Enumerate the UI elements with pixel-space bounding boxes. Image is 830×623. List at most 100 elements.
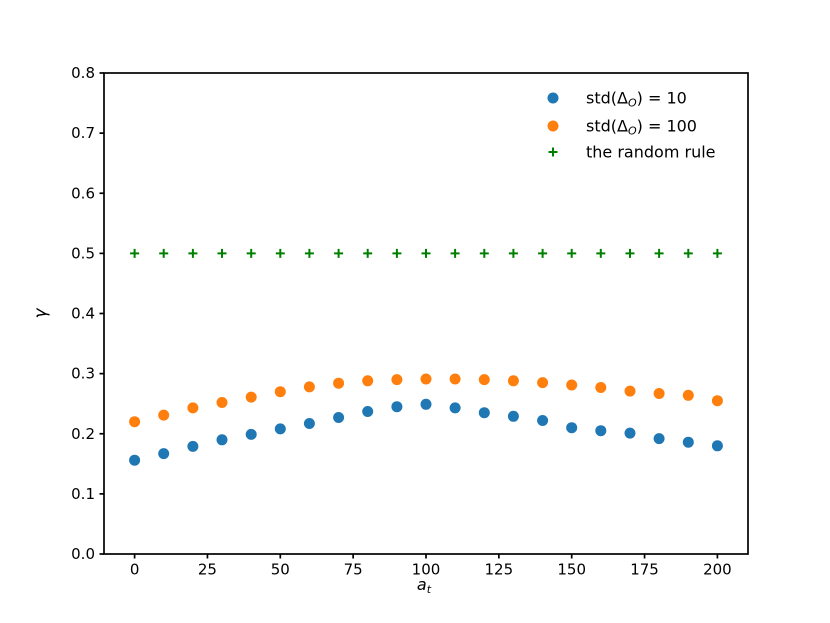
data-point bbox=[537, 415, 549, 426]
y-tick-label: 0.1 bbox=[71, 485, 95, 503]
x-axis: 0 25 50 75 100 125 150 175 200 bbox=[130, 554, 732, 579]
data-point-plus bbox=[130, 248, 140, 258]
data-point bbox=[216, 434, 228, 446]
data-point bbox=[187, 402, 199, 414]
data-point bbox=[507, 410, 519, 422]
x-tick-label: 0 bbox=[130, 561, 140, 579]
data-point-plus bbox=[392, 248, 402, 258]
data-point-plus bbox=[334, 248, 344, 258]
data-point bbox=[274, 386, 286, 398]
y-tick-label: 0.2 bbox=[71, 425, 95, 443]
data-point bbox=[449, 402, 461, 414]
data-point-plus bbox=[246, 248, 256, 258]
data-point bbox=[391, 401, 403, 413]
data-point bbox=[624, 427, 636, 439]
legend-entry: std(ΔO) = 10 bbox=[547, 89, 687, 110]
data-point bbox=[333, 412, 345, 423]
y-tick-label: 0.4 bbox=[71, 305, 95, 323]
data-point bbox=[624, 385, 636, 397]
data-point bbox=[303, 418, 315, 429]
data-point-plus bbox=[712, 248, 722, 258]
y-tick-label: 0.5 bbox=[71, 244, 95, 262]
data-point-plus bbox=[450, 248, 460, 258]
data-point bbox=[566, 422, 578, 434]
data-point-plus bbox=[654, 248, 664, 258]
data-point bbox=[595, 425, 607, 437]
data-point bbox=[187, 440, 199, 452]
data-point-plus bbox=[683, 248, 693, 258]
data-point bbox=[537, 377, 549, 389]
data-point bbox=[711, 395, 723, 407]
data-point-plus bbox=[625, 248, 635, 258]
y-tick-label: 0.8 bbox=[71, 64, 95, 82]
legend: std(ΔO) = 10 std(ΔO) = 100 the random rule bbox=[547, 89, 716, 162]
data-point bbox=[566, 379, 578, 391]
data-point-plus bbox=[363, 248, 373, 258]
data-point bbox=[391, 374, 403, 386]
data-point bbox=[129, 454, 141, 466]
data-point bbox=[129, 416, 141, 428]
data-point-plus bbox=[275, 248, 285, 258]
series-2 bbox=[129, 373, 723, 428]
data-point bbox=[274, 423, 286, 435]
data-point bbox=[362, 375, 374, 387]
x-tick-label: 75 bbox=[344, 561, 363, 579]
data-point-plus bbox=[508, 248, 518, 258]
series-3 bbox=[130, 248, 722, 258]
data-point-plus bbox=[304, 248, 314, 258]
legend-marker bbox=[547, 92, 559, 104]
data-point-plus bbox=[421, 248, 431, 258]
legend-label: std(ΔO) = 100 bbox=[586, 117, 697, 138]
data-point bbox=[158, 448, 170, 460]
data-point-plus bbox=[596, 248, 606, 258]
x-tick-label: 100 bbox=[412, 561, 441, 579]
x-tick-label: 125 bbox=[485, 561, 514, 579]
y-tick-label: 0.6 bbox=[71, 184, 95, 202]
data-point-plus bbox=[217, 248, 227, 258]
x-tick-label: 200 bbox=[703, 561, 732, 579]
data-point bbox=[653, 388, 665, 399]
x-tick-label: 150 bbox=[557, 561, 586, 579]
data-point bbox=[216, 397, 228, 408]
y-tick-label: 0.0 bbox=[71, 545, 95, 563]
legend-marker bbox=[547, 120, 559, 132]
data-point bbox=[478, 407, 490, 419]
y-axis-label: γ bbox=[31, 308, 51, 319]
data-point-plus bbox=[479, 248, 489, 258]
x-tick-label: 50 bbox=[271, 561, 290, 579]
y-tick-label: 0.3 bbox=[71, 365, 95, 383]
legend-label: std(ΔO) = 10 bbox=[586, 89, 687, 110]
x-axis-label: at bbox=[417, 575, 432, 596]
data-point bbox=[478, 374, 490, 386]
legend-label: the random rule bbox=[586, 143, 716, 162]
x-tick-label: 25 bbox=[198, 561, 217, 579]
data-point bbox=[333, 377, 345, 389]
data-point bbox=[595, 382, 607, 393]
legend-entry: the random rule bbox=[548, 143, 716, 162]
data-point-plus bbox=[538, 248, 548, 258]
data-point bbox=[711, 440, 723, 452]
legend-entry: std(ΔO) = 100 bbox=[547, 117, 697, 138]
series-1 bbox=[129, 398, 723, 466]
data-point bbox=[420, 373, 432, 385]
data-point bbox=[303, 381, 315, 393]
data-point bbox=[158, 409, 170, 421]
data-point bbox=[362, 406, 374, 417]
data-point-plus bbox=[567, 248, 577, 258]
data-point-plus bbox=[188, 248, 198, 258]
data-point-plus bbox=[159, 248, 169, 258]
y-axis: 0.0 0.1 0.2 0.3 0.4 0.5 0.6 0.7 0.8 bbox=[71, 64, 104, 563]
data-point bbox=[682, 389, 694, 401]
x-tick-label: 175 bbox=[630, 561, 659, 579]
data-point bbox=[653, 433, 665, 445]
data-point bbox=[682, 436, 694, 448]
data-point bbox=[449, 373, 461, 385]
data-point bbox=[420, 398, 432, 410]
legend-marker bbox=[548, 147, 558, 157]
data-point bbox=[245, 391, 257, 403]
y-tick-label: 0.7 bbox=[71, 124, 95, 142]
data-point bbox=[507, 375, 519, 387]
